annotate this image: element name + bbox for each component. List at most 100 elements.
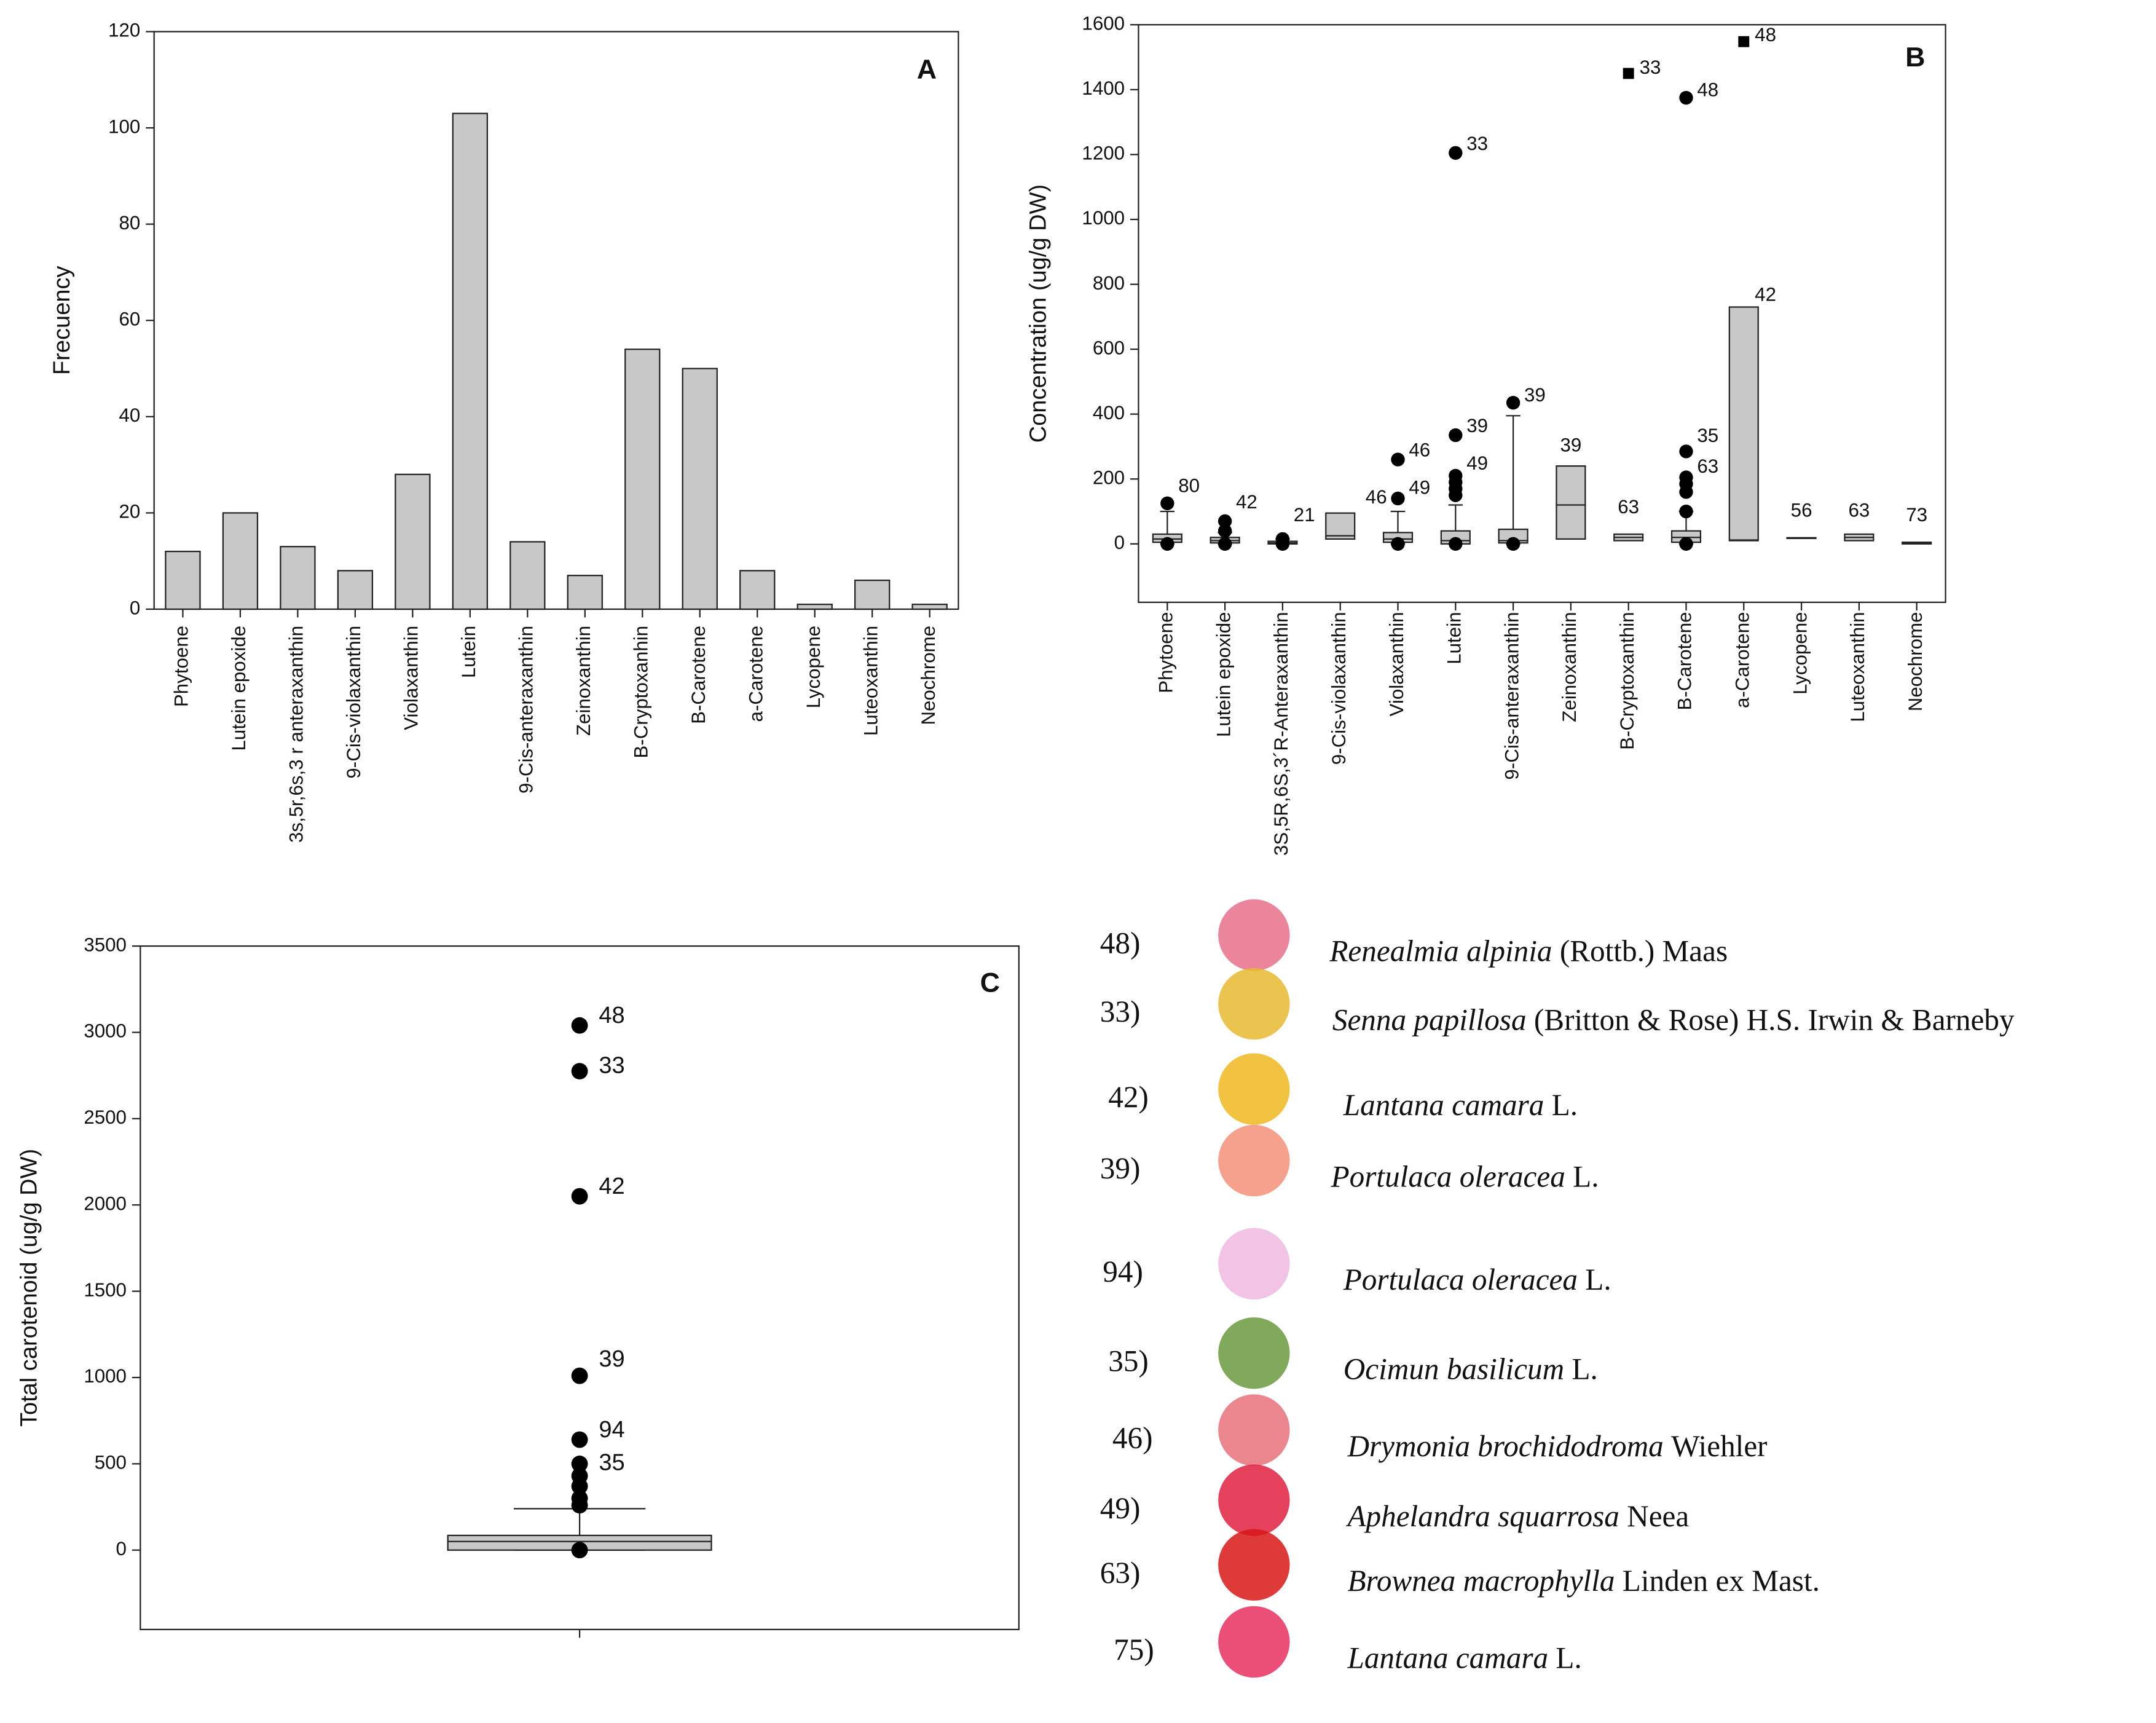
y-tick-label: 60 — [119, 308, 141, 329]
legend-species: Lantana camara L. — [1347, 1641, 1581, 1675]
species-author: Neea — [1627, 1499, 1689, 1533]
x-tick-label: Luteoxanthin — [1847, 612, 1868, 722]
point-label: 46 — [1409, 440, 1430, 461]
outlier — [1160, 537, 1174, 551]
species-name: Aphelandra squarrosa — [1345, 1499, 1619, 1533]
point-label: 80 — [1178, 475, 1200, 497]
legend-number: 42) — [1108, 1080, 1149, 1114]
y-tick-label: 2000 — [84, 1193, 127, 1214]
x-tick-label: Lutein — [458, 626, 479, 678]
point-label: 48 — [1697, 79, 1718, 101]
plot-frame — [153, 31, 959, 610]
y-tick-label: 100 — [108, 116, 140, 137]
outlier — [1506, 537, 1521, 551]
point-label: 33 — [1466, 133, 1488, 154]
point-label: 46 — [1366, 486, 1387, 508]
point-label: 35 — [1697, 425, 1718, 446]
y-tick-label: 1000 — [84, 1365, 127, 1387]
x-tick-label: Lutein epoxide — [228, 626, 250, 751]
x-tick-label: a-Carotene — [1732, 612, 1753, 708]
outlier — [1449, 428, 1463, 443]
point-label: 42 — [599, 1173, 624, 1199]
x-tick-label: B-Cryptoxanhin — [631, 626, 652, 759]
outlier — [1679, 485, 1693, 499]
outlier — [1738, 36, 1750, 47]
bar — [797, 604, 833, 610]
y-tick-label: 1500 — [84, 1279, 127, 1301]
species-author: L. — [1573, 1160, 1599, 1194]
bar — [739, 570, 776, 610]
x-tick-label: Lutein — [1444, 612, 1465, 664]
panel-label: B — [1905, 42, 1925, 73]
y-tick-label: 800 — [1093, 272, 1125, 294]
legend-number: 46) — [1112, 1421, 1153, 1455]
legend-number: 39) — [1100, 1151, 1141, 1185]
bar — [165, 550, 201, 610]
species-name: Brownea macrophylla — [1347, 1564, 1615, 1598]
y-tick-label: 3500 — [84, 934, 127, 955]
bar — [337, 570, 374, 610]
x-tick-label: Violaxanthin — [1386, 612, 1407, 716]
flower-image — [1218, 1053, 1290, 1125]
legend-species: Lantana camara L. — [1343, 1088, 1578, 1122]
outlier — [1218, 514, 1232, 529]
outlier — [571, 1455, 588, 1472]
bar — [222, 512, 259, 610]
outlier — [1218, 537, 1232, 551]
outlier — [571, 1431, 588, 1448]
x-tick-label: Zeinoxanthin — [573, 626, 594, 736]
point-label: 39 — [1560, 435, 1581, 456]
outlier — [571, 1017, 588, 1034]
x-tick-label: 3S,5R,6S,3´R-Anteraxanthin — [1270, 612, 1292, 856]
point-label: 21 — [1294, 504, 1315, 526]
point-label: 48 — [1755, 24, 1776, 45]
flower-image — [1218, 1228, 1290, 1299]
bar — [395, 473, 431, 610]
outlier — [571, 1478, 588, 1495]
x-tick-label: Lutein epoxide — [1213, 612, 1234, 737]
outlier — [1391, 452, 1405, 467]
x-tick-label: Phytoene — [1155, 612, 1177, 693]
outlier — [1679, 537, 1693, 551]
x-tick-label: 9-Cis-anteraxanthin — [516, 626, 537, 794]
outlier — [571, 1367, 588, 1384]
y-tick-label: 80 — [119, 212, 141, 234]
outlier — [571, 1063, 588, 1080]
legend-species: Portulaca oleracea L. — [1343, 1263, 1611, 1296]
species-author: L. — [1585, 1263, 1611, 1296]
legend-number: 94) — [1103, 1255, 1143, 1288]
point-label: 42 — [1236, 491, 1257, 513]
flower-image — [1218, 1394, 1290, 1466]
plot-frame — [1138, 24, 1946, 603]
species-name: Senna papillosa — [1332, 1003, 1527, 1037]
y-tick-label: 200 — [1093, 467, 1125, 489]
species-name: Renealmia alpinia — [1329, 934, 1552, 968]
x-tick-label: Neochrome — [1905, 612, 1926, 711]
outlier — [1391, 491, 1405, 506]
panel-label: C — [980, 968, 1000, 998]
species-name: Drymonia brochidodroma — [1347, 1429, 1663, 1463]
legend-number: 49) — [1100, 1491, 1141, 1525]
bar — [682, 368, 718, 610]
y-tick-label: 3000 — [84, 1020, 127, 1042]
flower-image — [1218, 1464, 1290, 1536]
y-tick-label: 0 — [116, 1538, 127, 1559]
species-author: L. — [1552, 1088, 1578, 1122]
outlier — [1679, 90, 1693, 105]
species-author: L. — [1556, 1641, 1581, 1675]
x-tick-label: B-Carotene — [1674, 612, 1696, 710]
outlier — [571, 1497, 588, 1514]
flower-image — [1218, 1529, 1290, 1601]
point-label: 63 — [1618, 496, 1639, 518]
point-label: 48 — [599, 1003, 624, 1028]
point-label: 49 — [1466, 452, 1488, 474]
outlier — [1679, 444, 1693, 459]
bar — [280, 546, 316, 610]
x-tick-label: 9-Cis-anteraxanthin — [1501, 612, 1522, 779]
legend-number: 48) — [1100, 926, 1141, 960]
y-tick-label: 2500 — [84, 1106, 127, 1128]
species-name: Portulaca oleracea — [1331, 1160, 1565, 1194]
legend-species: Brownea macrophylla Linden ex Mast. — [1347, 1564, 1819, 1598]
legend-species: Ocimun basilicum L. — [1344, 1352, 1598, 1386]
